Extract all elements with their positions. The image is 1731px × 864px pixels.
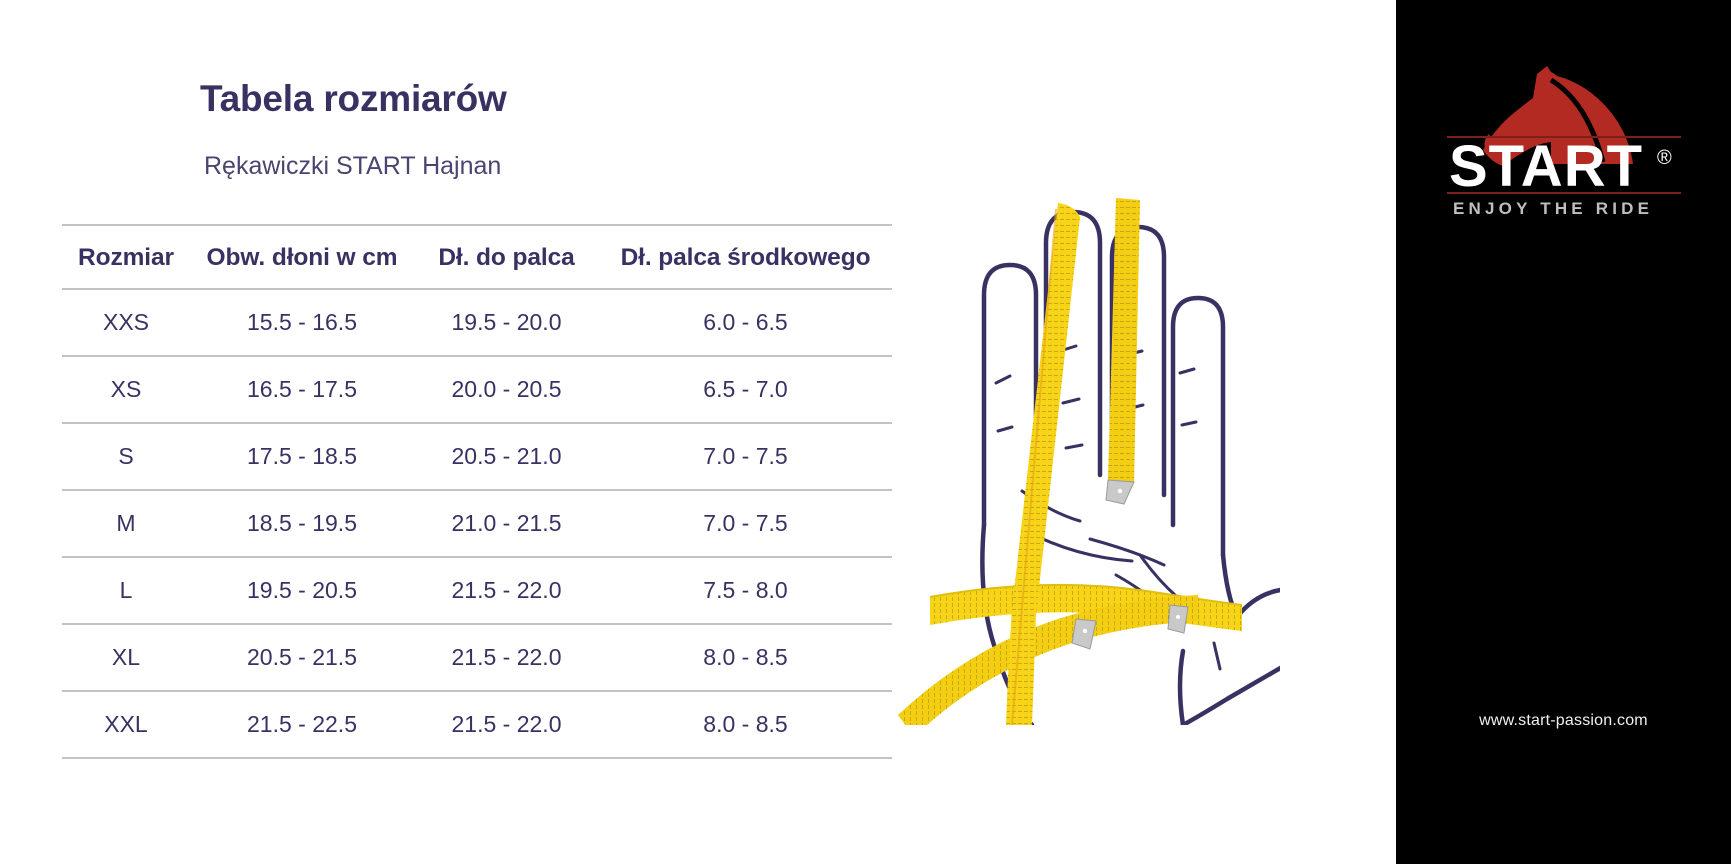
- cell-length-to-finger: 21.5 - 22.0: [414, 690, 599, 759]
- start-horse-logo: START ® ENJOY THE RIDE: [1446, 66, 1681, 218]
- cell-size: XXL: [62, 690, 190, 759]
- cell-middle-finger-length: 8.0 - 8.5: [599, 623, 892, 692]
- cell-size: XXS: [62, 288, 190, 357]
- page-subtitle: Rękawiczki START Hajnan: [204, 152, 502, 180]
- column-header-middle-finger-length: Dł. palca środkowego: [599, 224, 892, 290]
- hand-measuring-illustration: [898, 198, 1280, 725]
- cell-length-to-finger: 21.5 - 22.0: [414, 623, 599, 692]
- table-header-row: Rozmiar Obw. dłoni w cm Dł. do palca Dł.…: [62, 224, 892, 290]
- cell-size: L: [62, 556, 190, 625]
- brand-website-url[interactable]: www.start-passion.com: [1479, 712, 1648, 729]
- size-table: Rozmiar Obw. dłoni w cm Dł. do palca Dł.…: [62, 224, 892, 759]
- cell-middle-finger-length: 7.5 - 8.0: [599, 556, 892, 625]
- cell-size: XL: [62, 623, 190, 692]
- cell-length-to-finger: 20.0 - 20.5: [414, 355, 599, 424]
- brand-wordmark: START: [1449, 134, 1643, 199]
- table-row: XS 16.5 - 17.5 20.0 - 20.5 6.5 - 7.0: [62, 355, 892, 424]
- table-row: M 18.5 - 19.5 21.0 - 21.5 7.0 - 7.5: [62, 489, 892, 558]
- table-row: XL 20.5 - 21.5 21.5 - 22.0 8.0 - 8.5: [62, 623, 892, 692]
- cell-length-to-finger: 21.5 - 22.0: [414, 556, 599, 625]
- cell-size: XS: [62, 355, 190, 424]
- registered-mark-icon: ®: [1657, 147, 1672, 169]
- table-row: XXL 21.5 - 22.5 21.5 - 22.0 8.0 - 8.5: [62, 690, 892, 759]
- cell-length-to-finger: 20.5 - 21.0: [414, 422, 599, 491]
- table-row: XXS 15.5 - 16.5 19.5 - 20.0 6.0 - 6.5: [62, 288, 892, 357]
- tape-end-clip-secondary: [1167, 604, 1189, 634]
- cell-length-to-finger: 21.0 - 21.5: [414, 489, 599, 558]
- column-header-length-to-finger: Dł. do palca: [414, 224, 599, 290]
- table-body: XXS 15.5 - 16.5 19.5 - 20.0 6.0 - 6.5 XS…: [62, 288, 892, 759]
- cell-middle-finger-length: 8.0 - 8.5: [599, 690, 892, 759]
- table-row: S 17.5 - 18.5 20.5 - 21.0 7.0 - 7.5: [62, 422, 892, 491]
- cell-palm-circumference: 15.5 - 16.5: [190, 288, 414, 357]
- cell-middle-finger-length: 7.0 - 7.5: [599, 489, 892, 558]
- measuring-tape-diagonal: [898, 595, 1200, 725]
- cell-palm-circumference: 16.5 - 17.5: [190, 355, 414, 424]
- logo-divider-bottom: [1446, 192, 1681, 194]
- cell-size: M: [62, 489, 190, 558]
- logo-divider-top: [1446, 136, 1681, 138]
- table-row: L 19.5 - 20.5 21.5 - 22.0 7.5 - 8.0: [62, 556, 892, 625]
- measuring-tape-finger: [1105, 198, 1140, 505]
- horse-head-icon: [1482, 66, 1633, 166]
- content-pane: Tabela rozmiarów Rękawiczki START Hajnan…: [62, 78, 1280, 759]
- cell-length-to-finger: 19.5 - 20.0: [414, 288, 599, 357]
- cell-middle-finger-length: 7.0 - 7.5: [599, 422, 892, 491]
- page-title: Tabela rozmiarów: [200, 78, 507, 119]
- table-header: Rozmiar Obw. dłoni w cm Dł. do palca Dł.…: [62, 224, 892, 290]
- brand-panel: START ® ENJOY THE RIDE www.start-passion…: [1396, 0, 1731, 864]
- cell-palm-circumference: 18.5 - 19.5: [190, 489, 414, 558]
- cell-size: S: [62, 422, 190, 491]
- cell-palm-circumference: 21.5 - 22.5: [190, 690, 414, 759]
- column-header-palm-circumference: Obw. dłoni w cm: [190, 224, 414, 290]
- column-header-size: Rozmiar: [62, 224, 190, 290]
- tape-end-clip: [1071, 618, 1097, 650]
- cell-palm-circumference: 20.5 - 21.5: [190, 623, 414, 692]
- measuring-tape-vertical: [1006, 203, 1080, 725]
- cell-palm-circumference: 17.5 - 18.5: [190, 422, 414, 491]
- cell-middle-finger-length: 6.0 - 6.5: [599, 288, 892, 357]
- cell-middle-finger-length: 6.5 - 7.0: [599, 355, 892, 424]
- cell-palm-circumference: 19.5 - 20.5: [190, 556, 414, 625]
- brand-tagline: ENJOY THE RIDE: [1453, 199, 1653, 218]
